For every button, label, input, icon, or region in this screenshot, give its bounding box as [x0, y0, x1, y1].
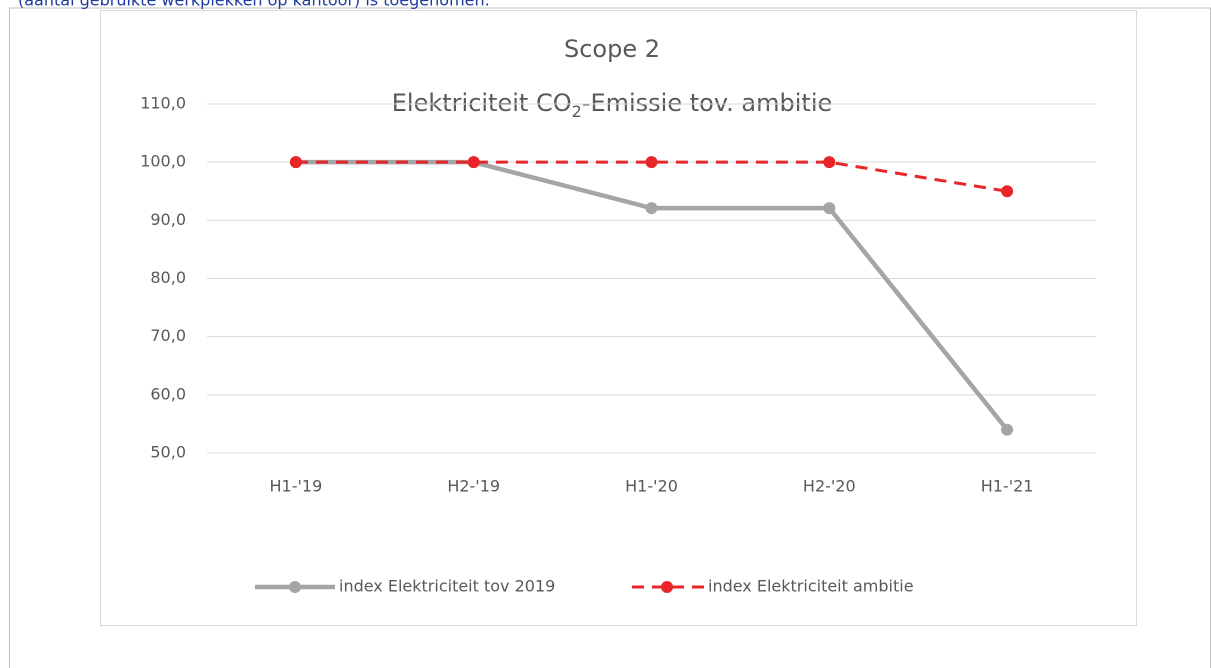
- point: [645, 156, 658, 169]
- point: [823, 202, 836, 215]
- point: [467, 156, 480, 169]
- x-tick-label: H2-'19: [447, 477, 500, 496]
- subtitle-part: -Emissie tov. ambitie: [582, 89, 832, 117]
- plot: 50,0 60,0 70,0 80,0 90,0 100,0 110,0 H1-'19 H2-'…: [140, 94, 1096, 596]
- subtitle-subscript: 2: [572, 102, 582, 121]
- legend-marker: [661, 581, 673, 593]
- chart-frame: [100, 10, 1137, 626]
- legend-marker: [289, 581, 301, 593]
- point: [1001, 423, 1014, 436]
- chart-title: Scope 2: [564, 35, 660, 63]
- y-tick-label: 60,0: [150, 384, 186, 403]
- y-tick-label: 90,0: [150, 210, 186, 229]
- y-tick-label: 50,0: [150, 443, 186, 462]
- legend-label: index Elektriciteit ambitie: [708, 577, 914, 596]
- y-tick-label: 100,0: [140, 152, 186, 171]
- point: [1001, 185, 1014, 198]
- y-tick-label: 70,0: [150, 326, 186, 345]
- x-tick-label: H1-'19: [270, 477, 323, 496]
- x-tick-label: H1-'21: [981, 477, 1034, 496]
- point: [645, 202, 658, 215]
- chart-subtitle: Elektriciteit CO2-Emissie tov. ambitie: [392, 89, 833, 121]
- legend-label: index Elektriciteit tov 2019: [339, 577, 555, 596]
- point: [823, 156, 836, 169]
- subtitle-part: Elektriciteit CO: [392, 89, 572, 117]
- y-tick-label: 80,0: [150, 268, 186, 287]
- header-text: (aantal gebruikte werkplekken op kantoor…: [18, 0, 490, 10]
- y-tick-label: 110,0: [140, 94, 186, 113]
- x-tick-label: H2-'20: [803, 477, 856, 496]
- point: [289, 156, 302, 169]
- x-tick-label: H1-'20: [625, 477, 678, 496]
